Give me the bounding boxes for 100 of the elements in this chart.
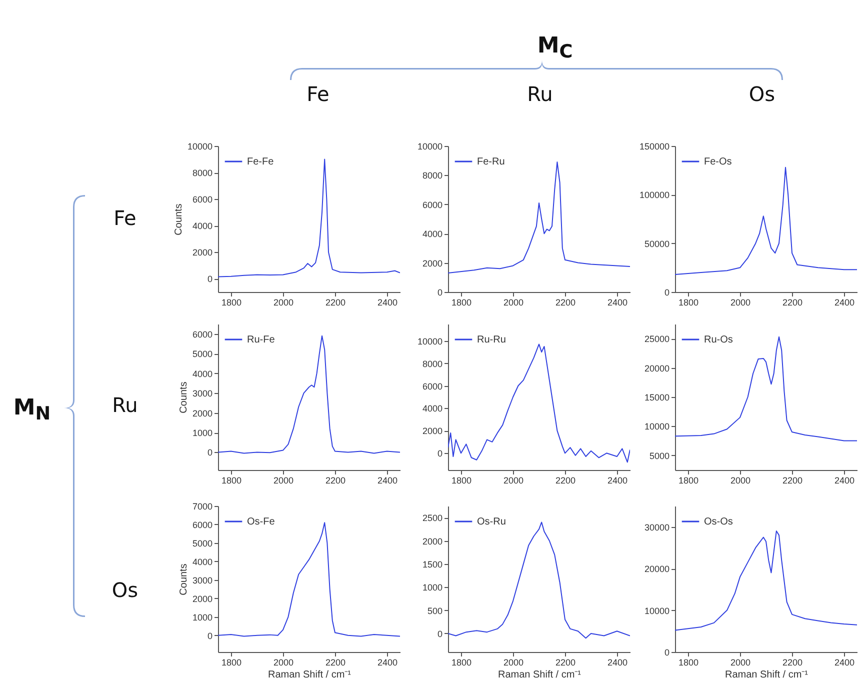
- y-tick-label: 1000: [192, 612, 212, 622]
- y-tick-label: 10000: [417, 336, 442, 346]
- line-series: [218, 335, 400, 454]
- y-tick-label: 4000: [192, 368, 212, 379]
- y-tick-label: 6000: [192, 520, 212, 530]
- x-tick-label: 1800: [221, 298, 242, 308]
- x-tick-label: 1800: [221, 658, 242, 668]
- y-axis-title: Counts: [178, 564, 190, 596]
- x-tick-label: 1800: [451, 658, 472, 668]
- legend-label: Os-Fe: [247, 516, 276, 528]
- y-tick-label: 0: [207, 274, 212, 284]
- x-tick-label: 2400: [834, 658, 855, 668]
- y-axis-title: Counts: [173, 204, 184, 236]
- x-tick-label: 2200: [555, 658, 576, 668]
- x-tick-label: 2000: [503, 298, 524, 308]
- x-tick-label: 2200: [325, 476, 346, 486]
- y-axis-title: Counts: [178, 382, 190, 414]
- y-tick-label: 50000: [644, 238, 670, 249]
- y-tick-label: 2000: [192, 408, 212, 418]
- y-tick-label: 3000: [192, 388, 212, 399]
- y-tick-label: 10000: [644, 422, 670, 432]
- x-tick-label: 2400: [377, 476, 398, 486]
- x-tick-label: 2200: [555, 298, 576, 308]
- y-tick-label: 0: [664, 648, 670, 658]
- y-tick-label: 8000: [192, 168, 212, 178]
- y-tick-label: 20000: [644, 564, 670, 574]
- x-tick-label: 2400: [607, 476, 628, 486]
- text: M$_{N}$: [13, 395, 51, 425]
- y-tick-label: 10000: [187, 142, 212, 152]
- text: M$_{C}$: [537, 33, 573, 63]
- x-tick-label: 2200: [782, 476, 803, 486]
- y-tick-label: 25000: [644, 334, 670, 344]
- text: Fe: [306, 82, 330, 106]
- legend-label: Os-Os: [704, 516, 733, 528]
- x-tick-label: 1800: [451, 476, 472, 486]
- y-tick-label: 8000: [422, 170, 442, 181]
- x-tick-label: 2200: [782, 658, 803, 668]
- text: Ru: [112, 393, 138, 417]
- legend-label: Ru-Fe: [247, 334, 276, 346]
- y-tick-label: 100000: [639, 190, 670, 200]
- y-tick-label: 5000: [192, 349, 212, 360]
- x-tick-label: 2400: [377, 298, 398, 308]
- x-tick-label: 2000: [273, 658, 294, 668]
- x-tick-label: 1800: [221, 476, 242, 486]
- y-tick-label: 1000: [192, 428, 212, 438]
- text: Os: [748, 82, 776, 106]
- x-tick-label: 1800: [678, 298, 699, 308]
- x-tick-label: 2000: [273, 476, 294, 486]
- y-tick-label: 6000: [192, 329, 212, 340]
- x-tick-label: 2200: [555, 476, 576, 486]
- y-tick-label: 0: [437, 288, 442, 298]
- y-tick-label: 6000: [192, 194, 212, 205]
- y-tick-label: 150000: [639, 142, 670, 152]
- y-tick-label: 15000: [644, 392, 670, 402]
- y-tick-label: 2000: [422, 536, 442, 546]
- x-tick-label: 1800: [451, 298, 472, 308]
- x-tick-label: 2200: [782, 298, 803, 308]
- y-tick-label: 30000: [644, 522, 670, 532]
- y-tick-label: 2000: [192, 594, 212, 604]
- x-axis-title: Raman Shift / cm⁻¹: [268, 670, 352, 680]
- y-tick-label: 6000: [422, 381, 442, 392]
- x-tick-label: 2000: [503, 476, 524, 486]
- x-tick-label: 2000: [730, 658, 751, 668]
- legend-label: Ru-Os: [704, 334, 733, 346]
- text: Fe: [114, 206, 136, 230]
- legend-label: Fe-Os: [704, 156, 732, 168]
- y-tick-label: 8000: [422, 358, 442, 369]
- y-tick-label: 4000: [422, 404, 442, 414]
- x-tick-label: 2000: [730, 476, 751, 486]
- y-tick-label: 2500: [422, 513, 442, 524]
- y-tick-label: 4000: [192, 221, 212, 232]
- y-tick-label: 3000: [192, 575, 212, 586]
- text: Ru: [527, 82, 553, 106]
- text: Os: [112, 578, 138, 602]
- y-tick-label: 1500: [422, 559, 442, 570]
- y-tick-label: 5000: [192, 538, 212, 548]
- y-tick-label: 2000: [192, 248, 212, 258]
- y-tick-label: 20000: [644, 363, 670, 374]
- y-tick-label: 0: [207, 630, 212, 641]
- x-tick-label: 2400: [607, 298, 628, 308]
- x-tick-label: 1800: [678, 658, 699, 668]
- line-series: [675, 166, 857, 275]
- y-tick-label: 0: [664, 288, 670, 298]
- y-tick-label: 10000: [417, 142, 442, 152]
- y-tick-label: 6000: [422, 200, 442, 210]
- x-axis-title: Raman Shift / cm⁻¹: [498, 670, 582, 680]
- line-series: [675, 336, 857, 442]
- y-tick-label: 0: [207, 448, 212, 458]
- y-tick-label: 4000: [192, 556, 212, 567]
- x-tick-label: 2400: [834, 476, 855, 486]
- x-tick-label: 2200: [325, 658, 346, 668]
- y-tick-label: 0: [437, 448, 442, 459]
- y-tick-label: 2000: [422, 258, 442, 268]
- y-tick-label: 500: [427, 606, 442, 616]
- x-axis-title: Raman Shift / cm⁻¹: [724, 670, 809, 680]
- legend-label: Fe-Fe: [247, 156, 274, 168]
- legend-label: Os-Ru: [477, 516, 506, 528]
- x-tick-label: 2400: [377, 658, 398, 668]
- x-tick-label: 2400: [607, 658, 628, 668]
- y-tick-label: 5000: [649, 450, 670, 461]
